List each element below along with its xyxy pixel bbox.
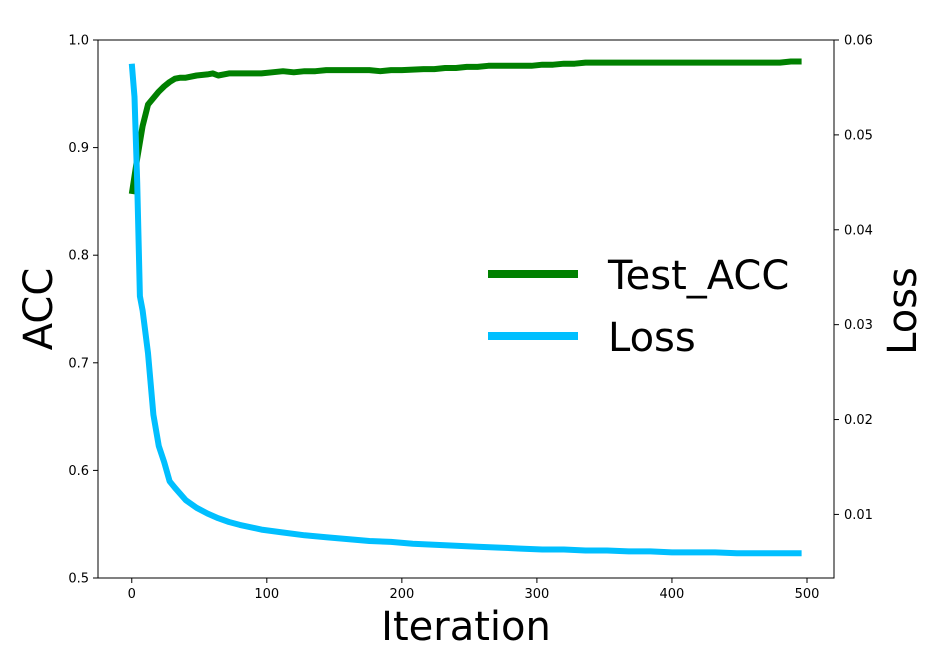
- y-right-tick-label: 0.06: [844, 34, 873, 49]
- y-left-tick-label: 0.6: [68, 464, 89, 479]
- x-tick-label: 100: [254, 587, 279, 602]
- ticks-layer: 0 100 200 300 400 500 0.5 0.6 0.7 0.8 0.9 1.0 0.01 0.…: [68, 34, 873, 603]
- y-right-tick-label: 0.02: [844, 413, 873, 428]
- x-tick-label: 300: [524, 587, 549, 602]
- legend-label-test-acc: Test_ACC: [607, 253, 789, 299]
- y-right-tick-label: 0.05: [844, 128, 873, 143]
- x-axis-title: Iteration: [381, 604, 551, 650]
- series-layer: [128, 58, 802, 557]
- series-line-test-acc: [128, 58, 802, 195]
- series-line-loss: [128, 63, 802, 557]
- y-axis-right-title: Loss: [880, 267, 926, 355]
- x-tick-label: 0: [128, 587, 136, 602]
- y-left-tick-label: 0.7: [68, 356, 89, 371]
- y-right-tick-label: 0.03: [844, 318, 873, 333]
- y-left-tick-label: 0.5: [68, 572, 89, 587]
- y-right-tick-label: 0.01: [844, 508, 873, 523]
- x-tick-label: 200: [389, 587, 414, 602]
- legend: Test_ACC Loss: [488, 253, 789, 361]
- y-left-tick-label: 0.8: [68, 249, 89, 264]
- y-left-tick-label: 1.0: [68, 34, 89, 49]
- x-tick-label: 500: [795, 587, 820, 602]
- x-tick-label: 400: [660, 587, 685, 602]
- y-axis-left-title: ACC: [16, 268, 62, 351]
- y-right-tick-label: 0.04: [844, 223, 873, 238]
- legend-label-loss: Loss: [608, 315, 696, 361]
- plot-frame: [97, 39, 835, 579]
- y-left-tick-label: 0.9: [68, 141, 89, 156]
